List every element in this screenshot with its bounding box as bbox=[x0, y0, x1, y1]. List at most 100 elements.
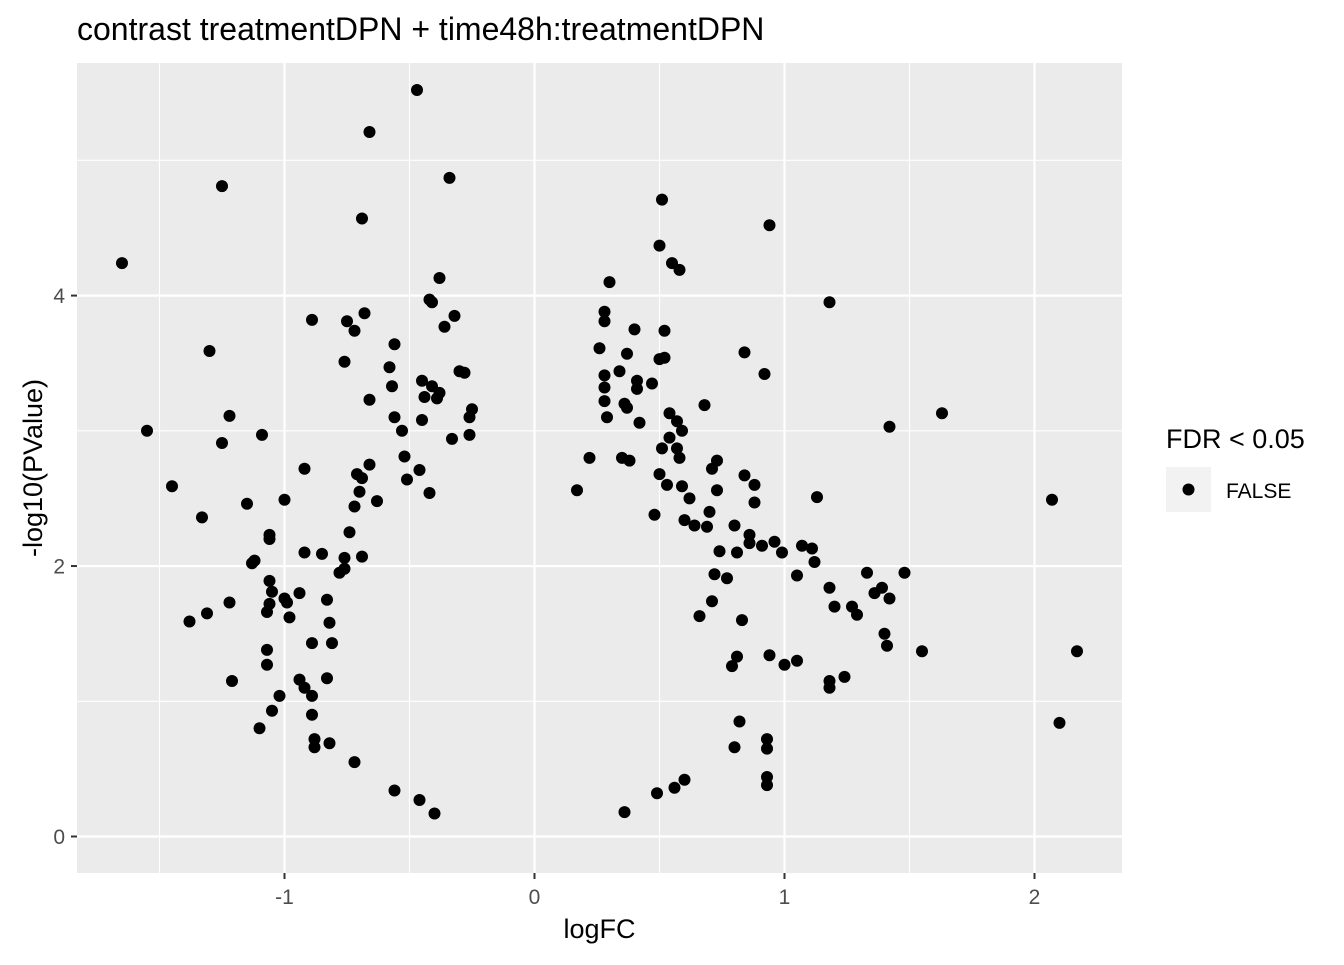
data-point bbox=[651, 787, 663, 800]
data-point bbox=[321, 672, 333, 685]
data-point bbox=[761, 779, 773, 792]
data-point bbox=[713, 545, 726, 558]
data-point bbox=[726, 660, 738, 673]
data-point bbox=[253, 722, 266, 735]
data-point bbox=[458, 366, 471, 379]
data-point bbox=[241, 497, 253, 510]
data-point bbox=[356, 212, 368, 225]
data-point bbox=[263, 533, 276, 545]
data-point bbox=[433, 272, 446, 284]
data-point bbox=[571, 484, 583, 497]
data-point bbox=[678, 773, 691, 786]
major-gridlines bbox=[77, 63, 1122, 873]
data-point bbox=[1071, 645, 1083, 658]
data-point bbox=[621, 347, 633, 360]
legend-title: FDR < 0.05 bbox=[1166, 424, 1305, 454]
data-point bbox=[616, 451, 628, 464]
data-point bbox=[748, 496, 761, 509]
data-point bbox=[673, 451, 686, 464]
data-point bbox=[653, 468, 666, 481]
data-point bbox=[388, 411, 401, 424]
data-point bbox=[418, 391, 431, 403]
data-point bbox=[778, 658, 791, 671]
data-point bbox=[653, 239, 666, 252]
data-point bbox=[598, 395, 611, 408]
data-point bbox=[791, 654, 803, 667]
data-point bbox=[598, 381, 611, 394]
data-point bbox=[338, 551, 351, 564]
data-point bbox=[598, 315, 611, 328]
data-point bbox=[743, 537, 756, 550]
data-point bbox=[583, 451, 596, 464]
data-point bbox=[823, 296, 836, 309]
data-point bbox=[671, 415, 683, 428]
data-point bbox=[348, 324, 361, 337]
data-point bbox=[673, 263, 686, 276]
data-point bbox=[216, 437, 228, 449]
chart-title: contrast treatmentDPN + time48h:treatmen… bbox=[77, 11, 764, 47]
data-point bbox=[828, 600, 841, 613]
data-point bbox=[463, 428, 476, 441]
data-point bbox=[756, 539, 768, 552]
data-points bbox=[116, 84, 1083, 820]
data-point bbox=[883, 420, 896, 433]
data-point bbox=[216, 180, 228, 193]
data-point bbox=[598, 369, 611, 382]
data-point bbox=[196, 511, 208, 524]
data-point bbox=[633, 416, 646, 429]
data-point bbox=[603, 276, 616, 289]
data-point bbox=[876, 581, 888, 594]
data-point bbox=[306, 313, 318, 326]
data-point bbox=[358, 307, 371, 320]
data-point bbox=[791, 569, 803, 582]
data-point bbox=[593, 342, 606, 355]
data-point bbox=[463, 411, 476, 424]
data-point bbox=[671, 442, 683, 455]
data-point bbox=[656, 193, 668, 206]
y-tick-label: 2 bbox=[53, 556, 65, 579]
data-point bbox=[338, 562, 351, 575]
data-point bbox=[613, 365, 626, 378]
data-point bbox=[426, 296, 438, 309]
legend: FDR < 0.05 FALSE bbox=[1166, 424, 1305, 512]
data-point bbox=[356, 472, 368, 485]
data-point bbox=[668, 781, 681, 794]
data-point bbox=[141, 424, 153, 437]
data-point bbox=[261, 643, 273, 656]
data-point bbox=[776, 546, 788, 559]
data-point bbox=[706, 595, 718, 608]
data-point bbox=[263, 574, 276, 587]
data-point bbox=[431, 392, 443, 405]
data-point bbox=[728, 519, 741, 532]
data-point bbox=[823, 681, 836, 694]
data-point bbox=[261, 658, 273, 671]
data-point bbox=[811, 491, 823, 504]
data-point bbox=[273, 689, 286, 702]
data-point bbox=[353, 485, 366, 498]
data-point bbox=[646, 377, 658, 390]
data-point bbox=[266, 585, 278, 598]
y-tick-label: 4 bbox=[53, 285, 65, 308]
data-point bbox=[316, 547, 328, 560]
data-point bbox=[363, 458, 376, 471]
data-point bbox=[628, 323, 641, 336]
data-point bbox=[688, 519, 701, 532]
data-point bbox=[683, 492, 696, 505]
data-point bbox=[806, 542, 818, 555]
data-point bbox=[183, 615, 196, 628]
data-point bbox=[116, 257, 128, 270]
y-axis-title: -log10(PValue) bbox=[18, 379, 48, 557]
data-point bbox=[731, 546, 743, 559]
data-point bbox=[698, 399, 711, 412]
data-point bbox=[388, 784, 401, 797]
data-point bbox=[323, 616, 336, 629]
x-axis: -1 0 1 2 bbox=[275, 873, 1040, 909]
data-point bbox=[733, 715, 746, 728]
data-point bbox=[448, 309, 461, 322]
data-point bbox=[703, 505, 716, 518]
data-point bbox=[386, 380, 398, 393]
x-tick-label: 2 bbox=[1029, 886, 1041, 909]
data-point bbox=[881, 639, 893, 652]
